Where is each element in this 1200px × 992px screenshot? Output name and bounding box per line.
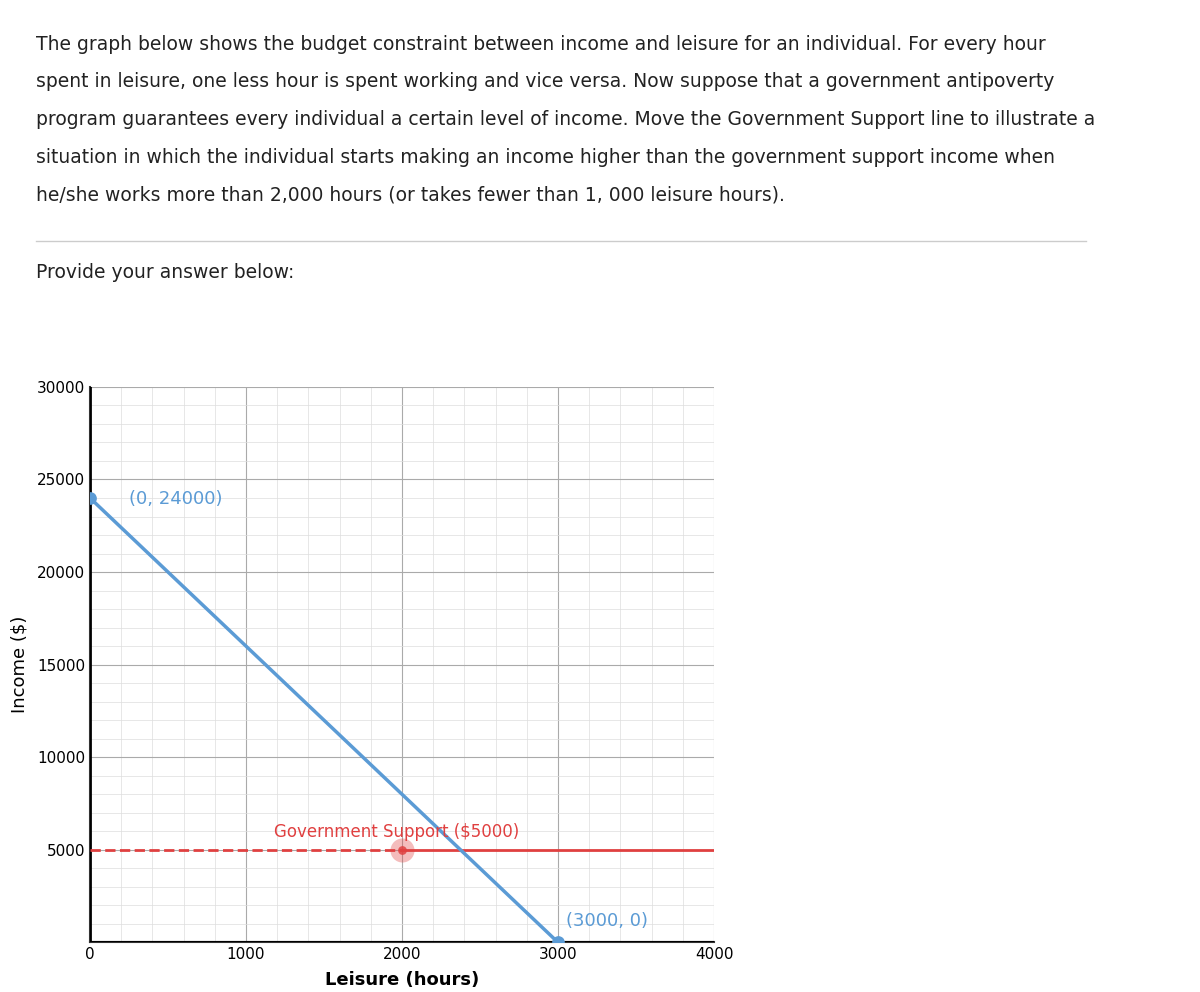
Point [548,934,568,950]
Text: Government Support ($5000): Government Support ($5000) [274,822,520,841]
Point [392,842,412,858]
Text: spent in leisure, one less hour is spent working and vice versa. Now suppose tha: spent in leisure, one less hour is spent… [36,72,1055,91]
Text: (0, 24000): (0, 24000) [128,489,222,508]
Text: situation in which the individual starts making an income higher than the govern: situation in which the individual starts… [36,148,1055,167]
Point [392,842,412,858]
Text: program guarantees every individual a certain level of income. Move the Governme: program guarantees every individual a ce… [36,110,1096,129]
X-axis label: Leisure (hours): Leisure (hours) [325,970,479,989]
Text: Provide your answer below:: Provide your answer below: [36,263,294,282]
Text: The graph below shows the budget constraint between income and leisure for an in: The graph below shows the budget constra… [36,35,1045,54]
Text: (3000, 0): (3000, 0) [566,912,648,930]
Y-axis label: Income ($): Income ($) [11,616,29,713]
Point [80,490,100,506]
Text: he/she works more than 2,000 hours (or takes fewer than 1, 000 leisure hours).: he/she works more than 2,000 hours (or t… [36,186,785,204]
